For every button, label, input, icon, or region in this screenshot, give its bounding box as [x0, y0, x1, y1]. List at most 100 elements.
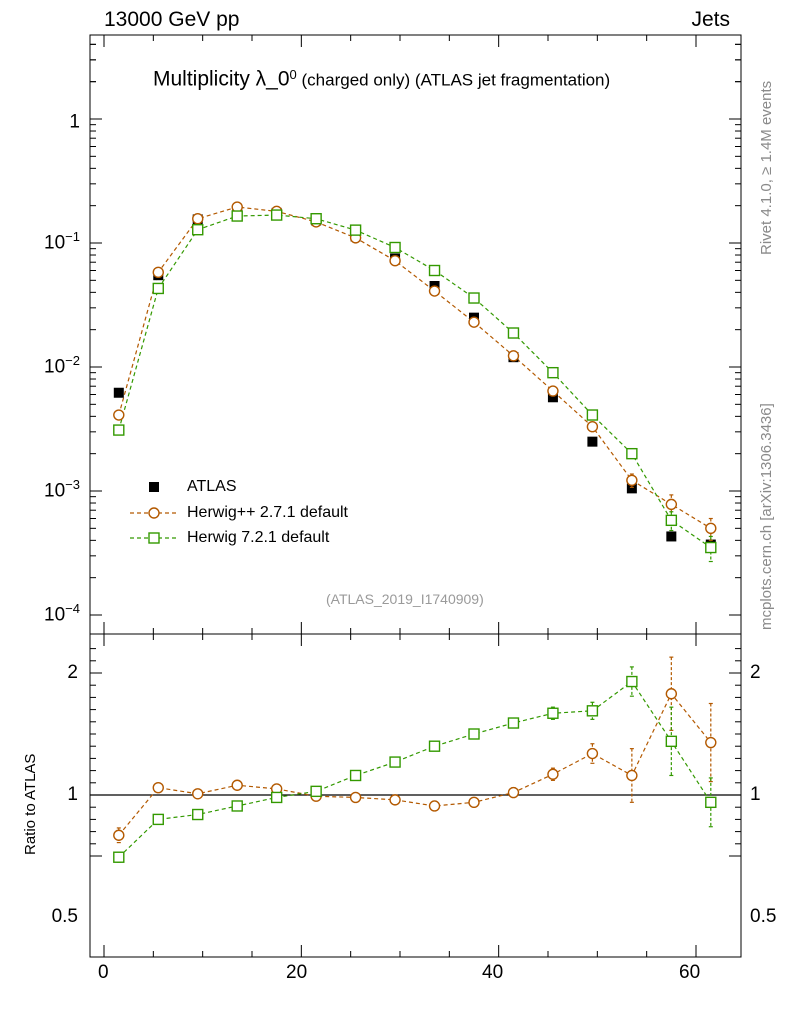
x-tick-label-60: 60 [679, 962, 701, 983]
herwig7-point [665, 514, 678, 527]
y-tick-label-0p01: 10−2 [44, 353, 80, 378]
herwig7-ratio-point [310, 785, 322, 798]
ratio-panel [89, 633, 742, 958]
herwigpp-point [428, 285, 441, 297]
atlas-data-point [113, 387, 124, 398]
herwigpp-ratio-point [626, 769, 638, 782]
analysis-label: (ATLAS_2019_I1740909) [326, 591, 484, 607]
herwig7-point [547, 366, 559, 379]
herwig7-point [468, 292, 480, 304]
herwigpp-point [152, 266, 164, 279]
ratio-y-tick-2-left: 2 [67, 662, 78, 683]
x-tick-label-0: 0 [98, 962, 109, 983]
herwig7-point [507, 327, 520, 339]
herwigpp-ratio-point [507, 786, 520, 799]
herwig7-ratio-point [192, 808, 204, 821]
herwig7-ratio-point [231, 800, 243, 812]
herwigpp-ratio-point [705, 736, 717, 749]
herwig7-ratio-point [626, 675, 638, 688]
ratio-y-tick-1-left: 1 [67, 784, 78, 805]
herwig7-ratio-point [705, 796, 717, 809]
herwigpp-ratio-point [586, 747, 599, 760]
herwigpp-ratio-point [152, 781, 164, 794]
herwig7-point [270, 209, 283, 221]
herwigpp-point [586, 421, 599, 433]
herwig7-ratio-point [665, 735, 678, 748]
atlas-data-point [626, 483, 637, 494]
herwig7-ratio-point [270, 791, 283, 804]
herwigpp-ratio-point [428, 800, 441, 812]
ratio-line-1 [118, 680, 712, 858]
herwig7-ratio-point [152, 813, 164, 826]
herwig7-point [310, 213, 322, 225]
main-panel [89, 34, 742, 635]
herwigpp-point [113, 409, 125, 421]
herwig7-point [231, 210, 243, 222]
atlas-data-point [587, 436, 598, 447]
header-right-label: Jets [691, 8, 730, 31]
herwigpp-ratio-point [468, 796, 480, 809]
herwigpp-point [626, 474, 638, 486]
header-left-label: 13000 GeV pp [104, 8, 240, 31]
mcplots-label: mcplots.cern.ch [arXiv:1306.3436] [758, 403, 775, 630]
herwigpp-point [468, 316, 480, 328]
x-tick-label-40: 40 [482, 962, 504, 983]
legend-marker-2 [148, 532, 160, 544]
herwigpp-ratio-point [547, 768, 559, 780]
herwigpp-ratio-point [113, 829, 125, 841]
y-tick-label-1: 1 [69, 111, 80, 133]
atlas-data-point [547, 392, 558, 403]
herwig7-ratio-point [547, 707, 559, 719]
ratio-y-tick-2-right: 2 [750, 662, 761, 683]
herwigpp-ratio-point [192, 788, 204, 800]
herwig7-ratio-point [586, 705, 599, 717]
chart-title-main: Multiplicity λ_0 [153, 67, 290, 91]
herwigpp-point [507, 350, 520, 362]
ratio-y-tick-1-right: 1 [750, 784, 761, 805]
herwig7-point [626, 447, 638, 460]
herwig7-point [389, 241, 401, 254]
ratio-ylabel: Ratio to ATLAS [22, 753, 39, 855]
y-tick-label-0p001: 10−3 [44, 477, 80, 502]
herwigpp-ratio-point [349, 791, 362, 804]
herwig7-point [192, 224, 204, 236]
legend-label-herwig7: Herwig 7.2.1 default [187, 529, 330, 546]
herwigpp-ratio-point [389, 794, 401, 806]
chart-title-rest: (charged only) (ATLAS jet fragmentation) [296, 70, 611, 90]
atlas-data-point [666, 531, 677, 542]
legend [130, 482, 178, 544]
herwig7-point [113, 424, 125, 436]
herwig7-point [705, 541, 717, 554]
ratio-y-tick-0p5-right: 0.5 [750, 906, 777, 927]
herwig7-point [586, 409, 599, 421]
legend-marker-atlas [149, 482, 159, 492]
legend-label-atlas: ATLAS [187, 478, 237, 495]
herwigpp-point [665, 498, 678, 511]
herwig7-ratio-point [349, 769, 362, 782]
herwig7-point [428, 264, 441, 277]
herwig7-ratio-point [113, 851, 125, 863]
herwig7-point [152, 282, 164, 295]
herwig7-ratio-point [468, 728, 480, 740]
herwigpp-ratio-point [231, 779, 243, 791]
herwig7-ratio-point [389, 756, 401, 768]
chart-title: Multiplicity λ_00 (charged only) (ATLAS … [153, 67, 610, 91]
y-tick-label-0p1: 10−1 [44, 229, 80, 254]
herwigpp-point [192, 213, 204, 225]
rivet-version-label: Rivet 4.1.0, ≥ 1.4M events [758, 80, 775, 255]
series-line-1 [118, 206, 712, 529]
x-tick-label-20: 20 [286, 962, 308, 983]
y-tick-label-0p0001: 10−4 [44, 601, 80, 626]
herwig7-ratio-point [507, 717, 520, 729]
herwigpp-point [705, 522, 717, 535]
legend-marker-1 [148, 507, 160, 519]
ratio-line-0 [118, 692, 712, 836]
legend-label-herwigpp: Herwig++ 2.7.1 default [187, 504, 348, 521]
herwigpp-point [389, 254, 401, 267]
herwigpp-ratio-point [665, 688, 678, 700]
ratio-y-tick-0p5-left: 0.5 [51, 906, 78, 927]
herwigpp-point [547, 385, 559, 397]
herwig7-point [349, 224, 362, 236]
herwig7-ratio-point [428, 740, 441, 752]
